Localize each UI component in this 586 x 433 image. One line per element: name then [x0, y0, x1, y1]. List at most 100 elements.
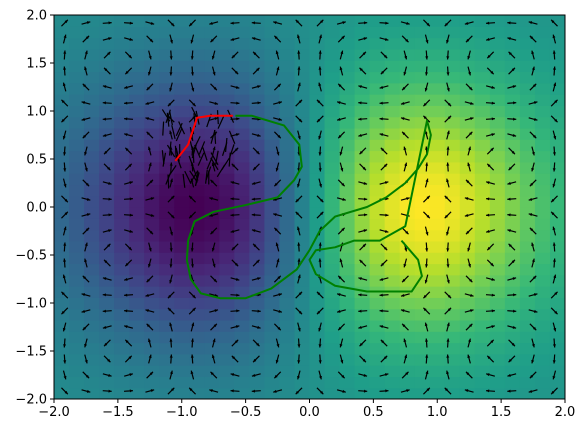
quiver-arrow [169, 226, 173, 236]
heatmap-cell [99, 15, 115, 27]
y-tick-label: −0.5 [15, 249, 47, 264]
heatmap-cell [444, 319, 461, 332]
heatmap-cell [264, 387, 281, 399]
heatmap-cell [219, 229, 235, 242]
quiver-arrow [210, 35, 218, 43]
heatmap-cell [324, 353, 341, 366]
heatmap-cell [339, 218, 356, 231]
heatmap-cell [54, 173, 70, 186]
quiver-arrow [63, 162, 67, 172]
heatmap-cell [489, 263, 506, 276]
heatmap-cell [54, 342, 70, 355]
heatmap-cell [54, 376, 70, 389]
quiver-arrow [231, 355, 239, 363]
heatmap-cell [174, 82, 190, 95]
heatmap-cell [84, 274, 100, 287]
heatmap-cell [189, 184, 205, 197]
quiver-arrow [318, 322, 322, 332]
heatmap-cell [294, 229, 311, 242]
heatmap-cell [279, 387, 296, 399]
quiver-arrow [379, 181, 389, 185]
quiver-arrow [316, 387, 324, 395]
heatmap-cell [444, 331, 461, 344]
heatmap-cell [234, 60, 250, 73]
quiver-arrow [216, 164, 226, 178]
heatmap-cell [339, 150, 356, 163]
quiver-arrow [337, 275, 346, 283]
heatmap-cell [69, 252, 85, 265]
heatmap-cell [264, 207, 281, 219]
heatmap-cell [519, 26, 536, 39]
heatmap-cell [99, 195, 115, 208]
heatmap-cell [459, 26, 476, 39]
heatmap-cell [279, 116, 296, 129]
heatmap-cell [474, 297, 491, 310]
heatmap-cell [144, 150, 160, 163]
heatmap-cell [489, 105, 506, 118]
quiver-arrow [316, 195, 324, 203]
heatmap-cell [459, 308, 476, 321]
heatmap-cell [444, 15, 461, 27]
heatmap-cell [429, 319, 446, 332]
quiver-arrow [444, 291, 452, 299]
heatmap-cell [189, 116, 205, 129]
heatmap-cell [519, 274, 536, 287]
heatmap-cell [279, 297, 296, 310]
heatmap-cell [354, 127, 371, 140]
heatmap-cell [369, 207, 386, 219]
heatmap-cell [234, 263, 250, 276]
heatmap-cell [384, 15, 401, 27]
heatmap-cell [129, 48, 145, 61]
heatmap-cell [414, 342, 431, 355]
heatmap-cell [234, 150, 250, 163]
heatmap-cell [84, 105, 100, 118]
quiver-arrow [529, 131, 537, 139]
heatmap-cell [549, 26, 565, 39]
heatmap-cell [234, 297, 250, 310]
heatmap-cell [504, 308, 521, 321]
quiver-arrow [528, 309, 538, 313]
heatmap-cell [294, 150, 311, 163]
heatmap-cell [174, 116, 190, 129]
heatmap-cell [489, 82, 506, 95]
heatmap-cell [414, 26, 431, 39]
heatmap-cell [294, 139, 311, 152]
heatmap-cell [504, 161, 521, 174]
quiver-arrow [485, 37, 495, 41]
heatmap-cell [99, 286, 115, 298]
quiver-arrow [82, 179, 90, 187]
heatmap-cell [474, 252, 491, 265]
quiver-arrow [62, 82, 67, 92]
heatmap-cell [519, 105, 536, 118]
heatmap-cell [414, 319, 431, 332]
quiver-arrow [531, 354, 535, 364]
heatmap-cell [189, 319, 205, 332]
heatmap-cell [549, 60, 565, 73]
heatmap-cell [294, 387, 311, 399]
heatmap-cell [324, 94, 341, 106]
quiver-arrow [486, 51, 495, 59]
heatmap-cell [264, 319, 281, 332]
heatmap-cell [309, 263, 326, 276]
quiver-arrow [167, 195, 175, 203]
quiver-arrow [465, 227, 473, 235]
heatmap-cell [234, 184, 250, 197]
heatmap-cell [144, 342, 160, 355]
quiver-arrow [102, 309, 112, 313]
quiver-arrow [210, 83, 218, 91]
quiver-arrow [318, 178, 322, 188]
heatmap-cell [354, 319, 371, 332]
heatmap-cell [144, 116, 160, 129]
heatmap-cell [324, 297, 341, 310]
heatmap-cell [159, 116, 175, 129]
heatmap-cell [54, 60, 70, 73]
quiver-arrow [359, 147, 367, 155]
quiver-arrow [446, 370, 450, 380]
quiver-arrow [190, 34, 195, 44]
heatmap-cell [309, 274, 326, 287]
heatmap-cell [414, 150, 431, 163]
quiver-arrow [379, 293, 389, 297]
quiver-arrow [146, 227, 154, 235]
heatmap-cell [129, 240, 145, 253]
heatmap-cell [114, 376, 130, 389]
